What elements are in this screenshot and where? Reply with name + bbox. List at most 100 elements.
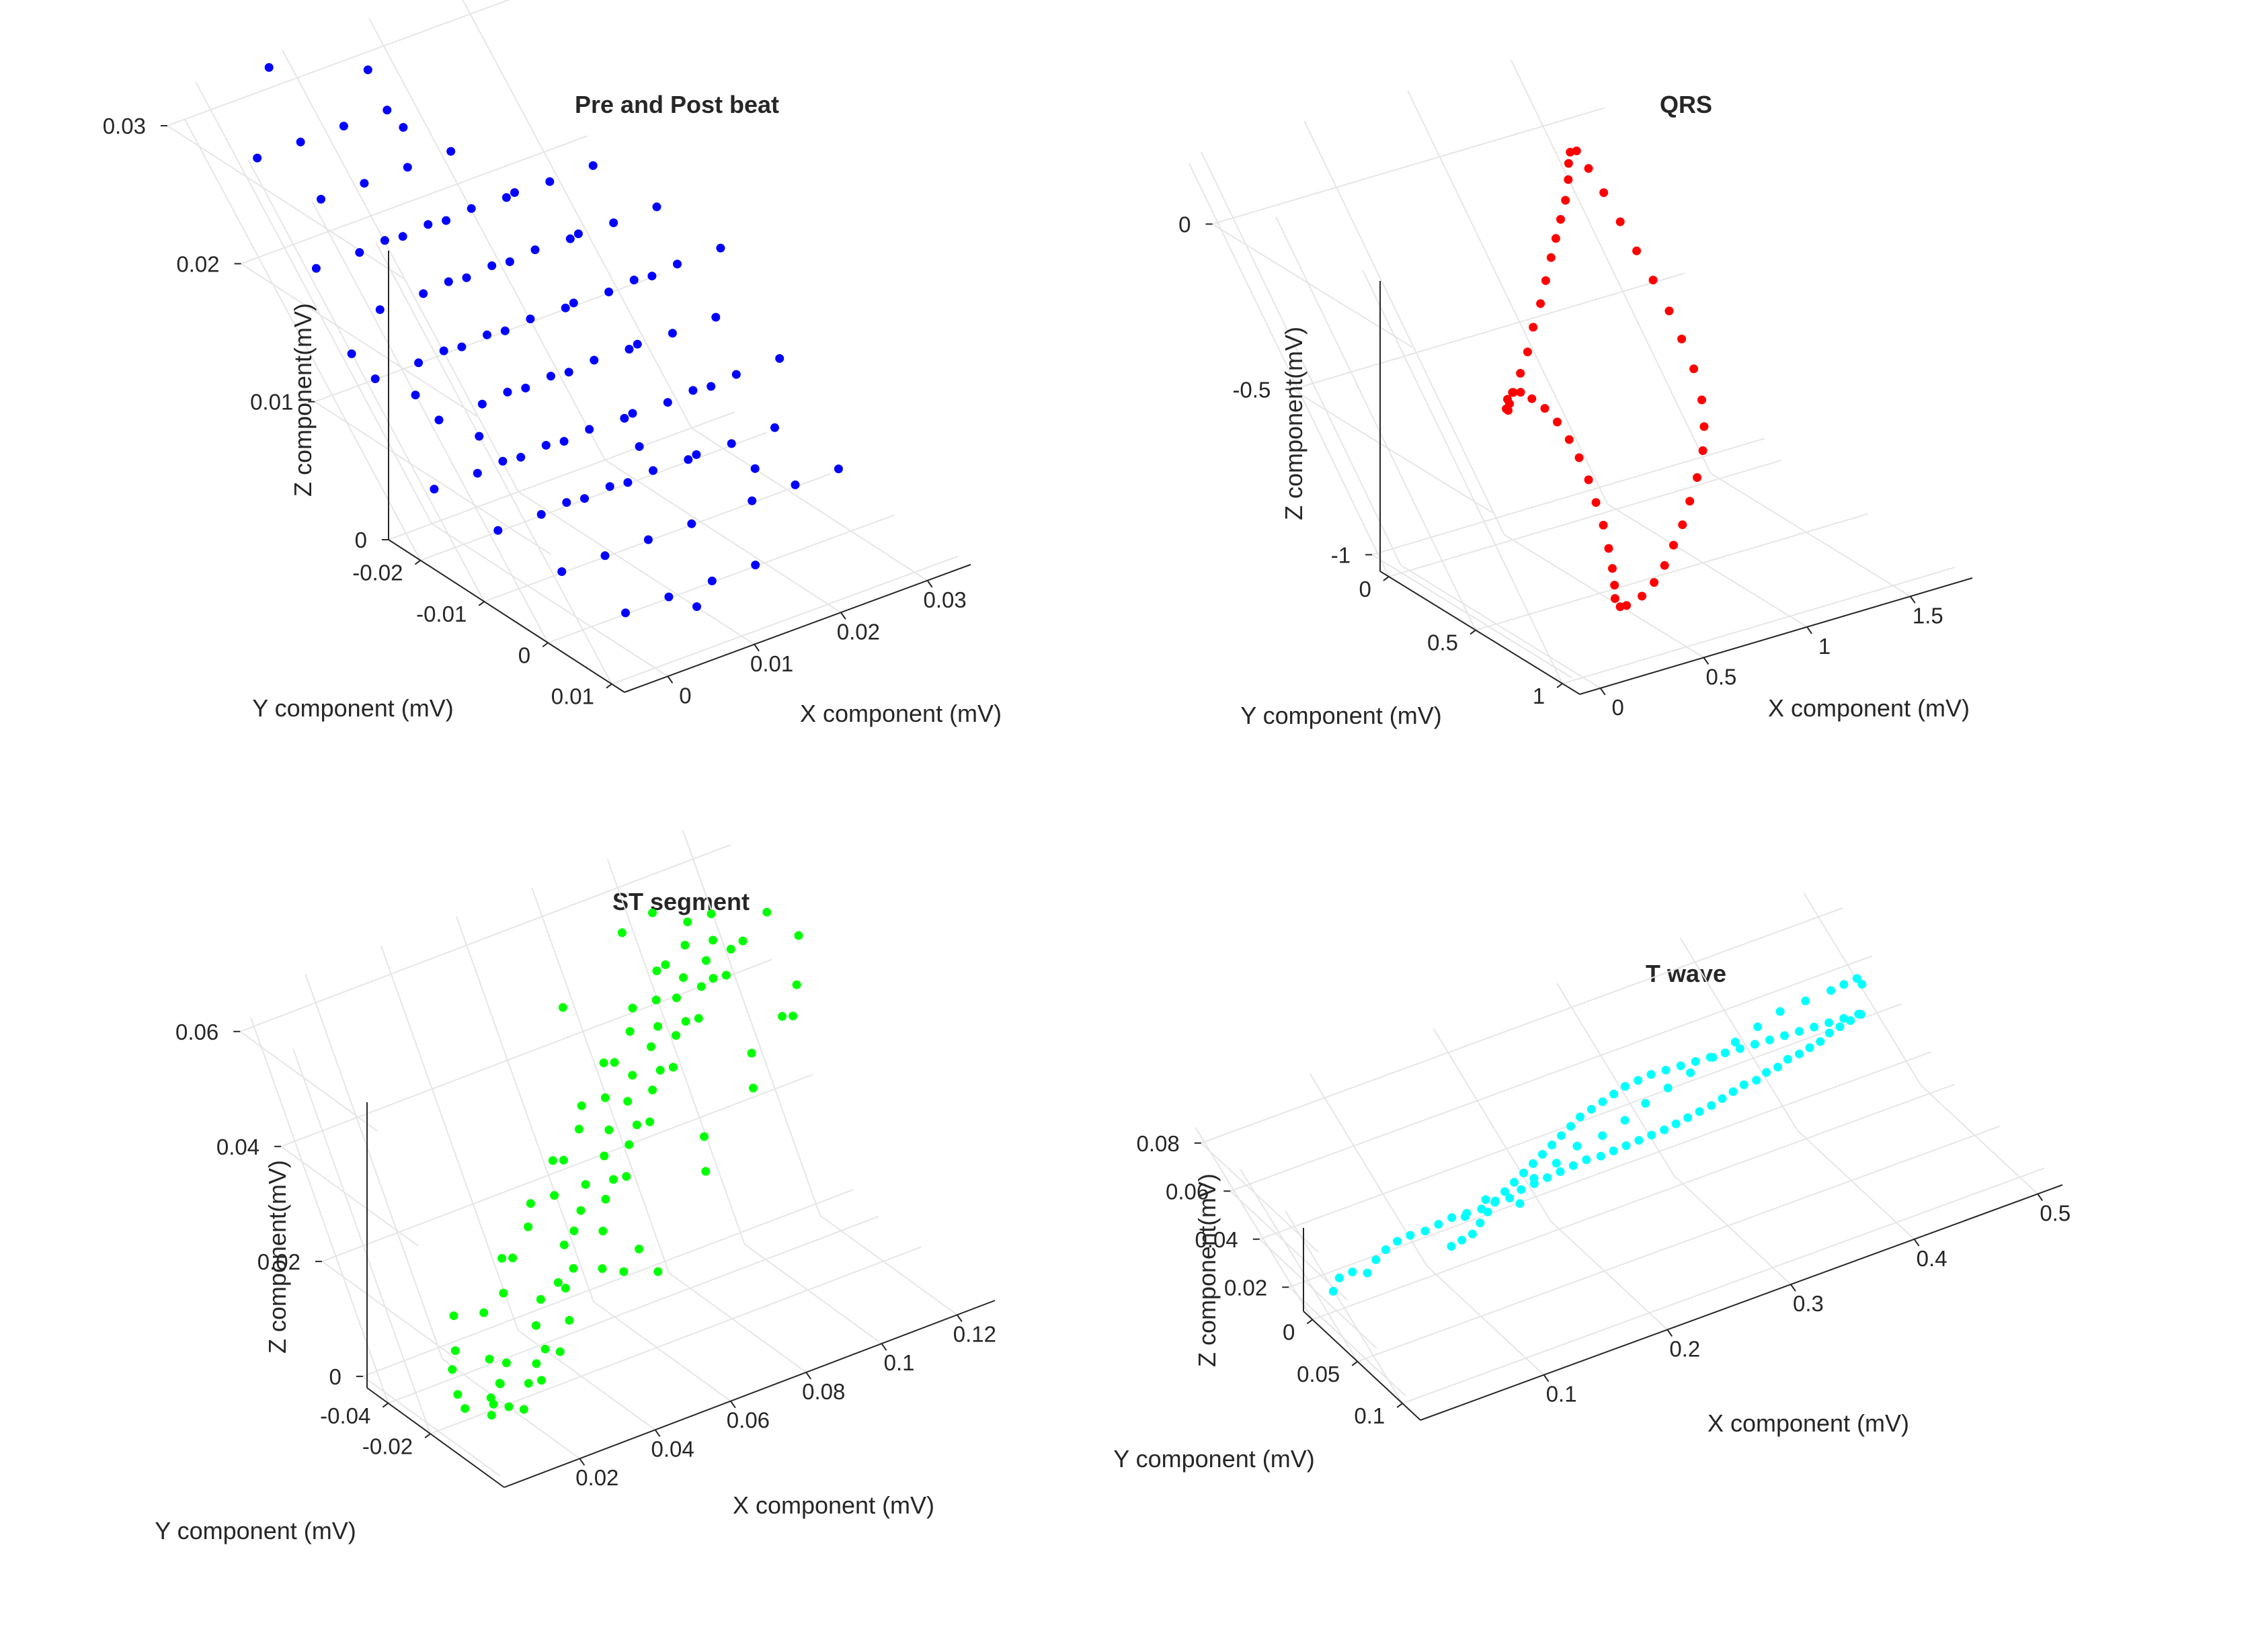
data-point <box>1490 1196 1500 1206</box>
data-point <box>1561 196 1570 205</box>
data-point <box>1685 497 1695 506</box>
subplot-t-wave: T wave 0.10.20.30.40.500.050.10.020.040.… <box>1113 892 2071 1473</box>
x-tick-label: 0.04 <box>651 1436 694 1461</box>
data-point <box>446 147 456 156</box>
data-point <box>553 1278 563 1287</box>
data-point <box>1730 1038 1740 1046</box>
data-point <box>577 1101 586 1110</box>
data-point <box>453 1390 463 1399</box>
data-point <box>1795 1049 1804 1059</box>
data-point <box>564 368 573 377</box>
data-point <box>1648 276 1658 285</box>
z-tick-label: 0.04 <box>216 1134 259 1159</box>
chart-title: QRS <box>1660 91 1712 118</box>
data-point <box>707 382 716 391</box>
data-point <box>1634 1136 1644 1145</box>
data-point <box>1660 561 1669 570</box>
y-tick-label: -0.02 <box>362 1434 413 1458</box>
data-point <box>449 1311 458 1321</box>
data-point <box>499 1288 508 1298</box>
data-point <box>791 480 800 489</box>
data-point <box>1547 1141 1556 1150</box>
data-point <box>588 161 598 170</box>
data-point <box>1698 446 1707 455</box>
data-point <box>1557 1131 1566 1141</box>
data-point <box>600 1093 610 1102</box>
data-point <box>1529 1159 1537 1168</box>
data-point <box>738 936 748 946</box>
data-point <box>692 602 701 612</box>
data-point <box>620 413 629 423</box>
data-point <box>1632 246 1642 255</box>
data-point <box>1576 1112 1585 1122</box>
data-point <box>694 1014 703 1023</box>
data-point <box>655 1065 665 1075</box>
data-point <box>1677 334 1687 343</box>
data-point <box>501 1358 511 1368</box>
data-point <box>370 374 380 384</box>
y-axis-line <box>1303 1311 1421 1421</box>
data-point <box>645 1117 655 1126</box>
data-point <box>1720 1048 1730 1058</box>
data-point <box>1596 1151 1605 1161</box>
data-point <box>1553 417 1562 427</box>
y-tick-label: 0 <box>1283 1319 1295 1344</box>
data-point <box>648 908 657 917</box>
data-point <box>487 261 497 270</box>
data-point <box>540 1344 550 1354</box>
data-point <box>1540 404 1550 413</box>
data-point <box>604 287 614 296</box>
data-point <box>1753 1022 1763 1032</box>
data-point <box>580 494 589 503</box>
data-point <box>1566 147 1575 157</box>
data-point <box>598 1227 608 1236</box>
data-point <box>748 1083 758 1093</box>
x-tick-label: 0.4 <box>1917 1246 1947 1271</box>
data-point <box>834 464 843 474</box>
x-tick-label: 0.01 <box>750 651 793 676</box>
data-point <box>1568 1161 1578 1170</box>
data-point <box>347 349 356 358</box>
y-tick-label: 1 <box>1533 684 1545 708</box>
data-point <box>1599 520 1608 530</box>
data-point <box>510 188 519 197</box>
data-point <box>1564 159 1573 168</box>
data-point <box>430 485 439 494</box>
data-point <box>537 1376 546 1385</box>
data-point <box>1676 1061 1685 1071</box>
data-point <box>1765 1035 1774 1044</box>
data-point <box>1598 1131 1607 1141</box>
z-axis-label: Z component(mV) <box>264 1160 291 1354</box>
y-tick-label: 0 <box>518 643 530 667</box>
data-point <box>605 482 614 491</box>
y-tick-label: 0.5 <box>1427 630 1458 655</box>
z-axis-label: Z component(mV) <box>1193 1173 1221 1367</box>
data-series <box>253 63 843 618</box>
data-point <box>1517 1185 1526 1194</box>
data-point <box>524 1378 533 1388</box>
z-tick-label: 0 <box>329 1364 341 1389</box>
data-point <box>296 137 305 147</box>
data-point <box>652 966 661 975</box>
data-point <box>569 1264 578 1273</box>
data-point <box>1775 1007 1785 1016</box>
data-point <box>792 980 801 989</box>
data-point <box>679 973 688 982</box>
data-point <box>775 354 785 363</box>
data-point <box>1647 1130 1656 1140</box>
data-point <box>1334 1273 1344 1282</box>
data-point <box>623 1097 633 1106</box>
data-point <box>399 123 408 132</box>
subplot-pre-post-beat: Pre and Post beat 0 0.01 0.02 0.03 -0.02 -0.0… <box>103 0 1002 727</box>
data-point <box>1564 175 1573 184</box>
z-tick-label: 0.02 <box>176 251 219 276</box>
data-point <box>696 982 706 991</box>
data-point <box>1739 1080 1748 1089</box>
data-point <box>503 387 512 397</box>
data-point <box>1683 1113 1693 1122</box>
tick-labels: 0.1 0.2 0.3 0.4 0.5 00.05 0.1 0.02 0.04 0.06 0.08 <box>1137 1131 2071 1428</box>
data-point <box>1556 1167 1565 1176</box>
data-point <box>1857 980 1867 989</box>
data-point <box>619 1267 629 1276</box>
data-point <box>1795 1027 1804 1036</box>
